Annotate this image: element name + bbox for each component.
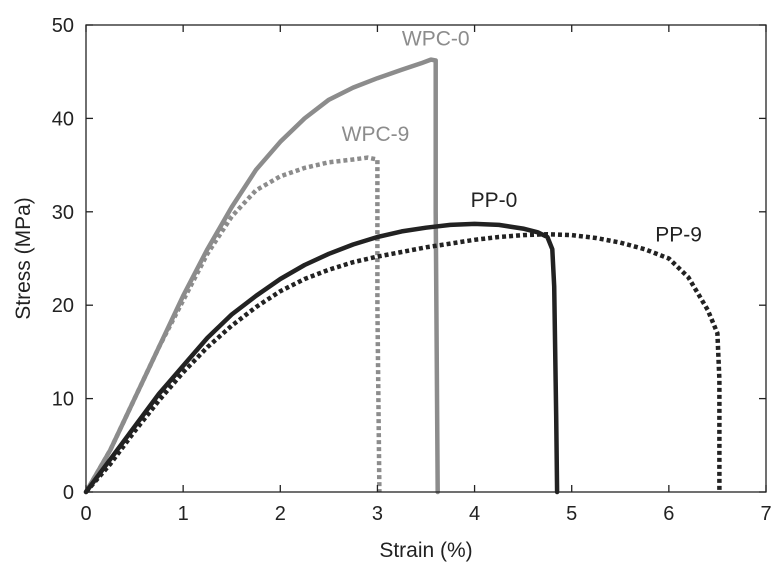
x-tick-label: 7 [760, 503, 771, 525]
x-tick-label: 4 [469, 503, 480, 525]
y-tick-label: 20 [52, 295, 74, 317]
y-axis-title: Stress (MPa) [12, 197, 35, 320]
x-tick-label: 0 [80, 503, 91, 525]
y-tick-label: 0 [63, 482, 74, 504]
tick-marks: 0 1 2 3 4 5 6 7 0 10 20 30 40 50 [52, 15, 772, 525]
series-label-pp-9: PP-9 [655, 224, 702, 247]
x-axis-title: Strain (%) [379, 539, 472, 562]
axes-frame [85, 24, 767, 493]
plot-area-border [85, 24, 767, 493]
series-line-wpc-9 [84, 155, 382, 494]
x-tick-label: 3 [372, 503, 383, 525]
x-tick-label: 1 [178, 503, 189, 525]
series-label-wpc-0: WPC-0 [402, 28, 470, 51]
series-line-pp-0 [83, 221, 560, 495]
series-line-pp-9 [84, 231, 722, 494]
series-label-pp-0: PP-0 [471, 189, 518, 212]
x-tick-label: 2 [275, 503, 286, 525]
y-tick-label: 50 [52, 15, 74, 37]
y-tick-label: 40 [52, 108, 74, 130]
series-label-wpc-9: WPC-9 [342, 123, 410, 146]
x-tick-label: 5 [566, 503, 577, 525]
y-tick-label: 10 [52, 389, 74, 411]
y-tick-label: 30 [52, 202, 74, 224]
x-tick-label: 6 [663, 503, 674, 525]
series-labels: WPC-0 WPC-9 PP-0 PP-9 [342, 28, 702, 247]
series-layer [83, 57, 722, 495]
